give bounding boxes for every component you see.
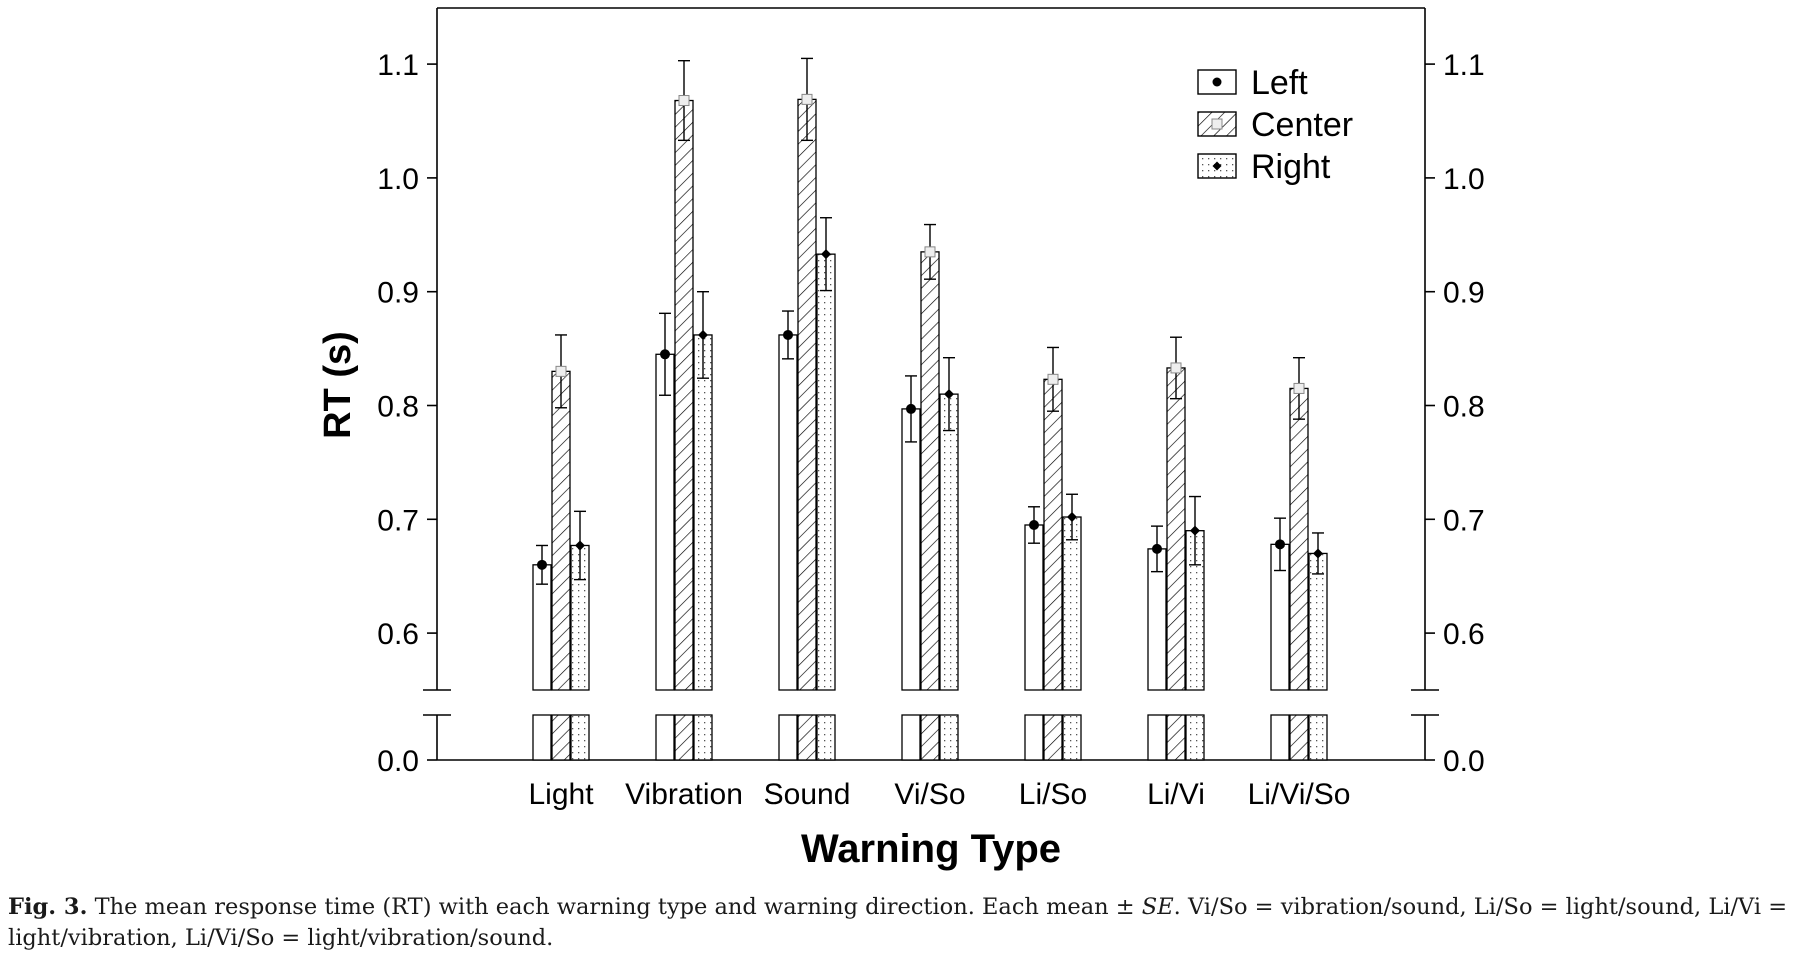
- mean-marker-right: [1190, 525, 1200, 536]
- x-tick-label: Li/So: [1019, 778, 1087, 811]
- mean-marker-left: [660, 349, 670, 360]
- y-tick-label-right: 0.9: [1443, 277, 1485, 310]
- mean-marker-left: [1029, 519, 1039, 530]
- x-tick-label: Li/Vi/So: [1248, 778, 1351, 811]
- figure-caption: Fig. 3. The mean response time (RT) with…: [8, 892, 1798, 954]
- mean-marker-center: [1047, 373, 1059, 385]
- bar-left-lower: [901, 714, 921, 761]
- bar-right: [939, 393, 959, 691]
- mean-marker-right: [1067, 512, 1077, 523]
- y-tick-label-left: 0.6: [377, 618, 419, 651]
- y-tick-label-left: 0.7: [377, 504, 419, 537]
- x-tick-label: Light: [528, 778, 594, 811]
- bar-left: [1024, 524, 1044, 691]
- bar-right-lower: [570, 714, 590, 761]
- y-tick-label-left: 0.9: [377, 277, 419, 310]
- bar-center: [674, 99, 694, 691]
- bar-center-lower: [1043, 714, 1063, 761]
- bar-left-lower: [1147, 714, 1167, 761]
- y-tick-label-right: 1.1: [1443, 49, 1485, 82]
- bars: [532, 57, 1328, 761]
- legend: Left Center Right: [1197, 64, 1353, 186]
- y-tick-label-right: 1.0: [1443, 163, 1485, 196]
- bar-center: [1043, 378, 1063, 691]
- caption-text-2: . Vi/So = vibration/sound, Li/So = light…: [8, 894, 1788, 951]
- legend-label-center: Center: [1251, 106, 1353, 144]
- y-tick-label-right: 0.7: [1443, 504, 1485, 537]
- mean-marker-right: [1313, 548, 1323, 559]
- mean-marker-right: [698, 329, 708, 340]
- x-tick-label: Vibration: [625, 778, 743, 811]
- x-tick-label: Vi/So: [894, 778, 965, 811]
- rt-bar-chart: 0.0 0.0 0.6 0.6 0.7 0.7 0.8 0.8 0.9 0.9 1.0 1.0 1.1 1…: [317, 7, 1485, 871]
- x-tick-label: Sound: [764, 778, 851, 811]
- mean-marker-center: [801, 93, 813, 105]
- mean-marker-left: [537, 559, 547, 570]
- mean-marker-left: [1275, 539, 1285, 550]
- bar-right: [1062, 516, 1082, 691]
- bar-right-lower: [816, 714, 836, 761]
- bar-center: [920, 251, 940, 691]
- bar-center-lower: [674, 714, 694, 761]
- bar-right-lower: [1308, 714, 1328, 761]
- mean-marker-right: [575, 540, 585, 551]
- bar-right-lower: [693, 714, 713, 761]
- mean-marker-center: [1293, 382, 1305, 394]
- bar-center-lower: [920, 714, 940, 761]
- labels: 0.0 0.0 0.6 0.6 0.7 0.7 0.8 0.8 0.9 0.9 1.0 1.0 1.1 1…: [317, 49, 1485, 871]
- mean-marker-center: [924, 246, 936, 258]
- y-tick-label-left: 0.0: [377, 745, 419, 778]
- bar-center: [1166, 367, 1186, 691]
- y-tick-label-right: 0.8: [1443, 391, 1485, 424]
- bar-center: [1289, 387, 1309, 691]
- bar-center-lower: [1289, 714, 1309, 761]
- mean-marker-left: [783, 329, 793, 340]
- mean-marker-center: [555, 365, 567, 377]
- bar-left-lower: [778, 714, 798, 761]
- bar-left-lower: [1270, 714, 1290, 761]
- bar-center: [797, 98, 817, 691]
- bar-right: [693, 334, 713, 691]
- legend-marker-center: [1211, 118, 1223, 130]
- bar-center-lower: [1166, 714, 1186, 761]
- bar-right: [816, 253, 836, 691]
- legend-label-left: Left: [1251, 64, 1308, 102]
- bar-center-lower: [551, 714, 571, 761]
- bar-center: [551, 370, 571, 691]
- x-tick-label: Li/Vi: [1147, 778, 1205, 811]
- bar-center-lower: [797, 714, 817, 761]
- bar-right-lower: [939, 714, 959, 761]
- bar-left: [901, 408, 921, 691]
- mean-marker-left: [906, 403, 916, 414]
- y-tick-label-left: 1.1: [377, 49, 419, 82]
- mean-marker-right: [944, 389, 954, 400]
- y-tick-label-left: 1.0: [377, 163, 419, 196]
- y-axis-title: RT (s): [317, 331, 359, 439]
- legend-marker-right: [1212, 161, 1222, 171]
- legend-label-right: Right: [1251, 148, 1331, 186]
- y-tick-label-right: 0.0: [1443, 745, 1485, 778]
- bar-right-lower: [1185, 714, 1205, 761]
- mean-marker-left: [1152, 543, 1162, 554]
- mean-marker-center: [678, 95, 690, 107]
- bar-left: [655, 353, 675, 691]
- legend-marker-left: [1212, 77, 1222, 87]
- caption-label: Fig. 3.: [8, 894, 88, 920]
- y-tick-label-left: 0.8: [377, 391, 419, 424]
- bar-left-lower: [532, 714, 552, 761]
- bar-right-lower: [1062, 714, 1082, 761]
- x-axis-title: Warning Type: [801, 827, 1061, 871]
- bar-left-lower: [655, 714, 675, 761]
- y-tick-label-right: 0.6: [1443, 618, 1485, 651]
- mean-marker-right: [821, 249, 831, 260]
- caption-se: SE: [1141, 894, 1174, 920]
- caption-text-1: The mean response time (RT) with each wa…: [87, 894, 1142, 920]
- bar-left-lower: [1024, 714, 1044, 761]
- mean-marker-center: [1170, 362, 1182, 374]
- bar-left: [778, 334, 798, 691]
